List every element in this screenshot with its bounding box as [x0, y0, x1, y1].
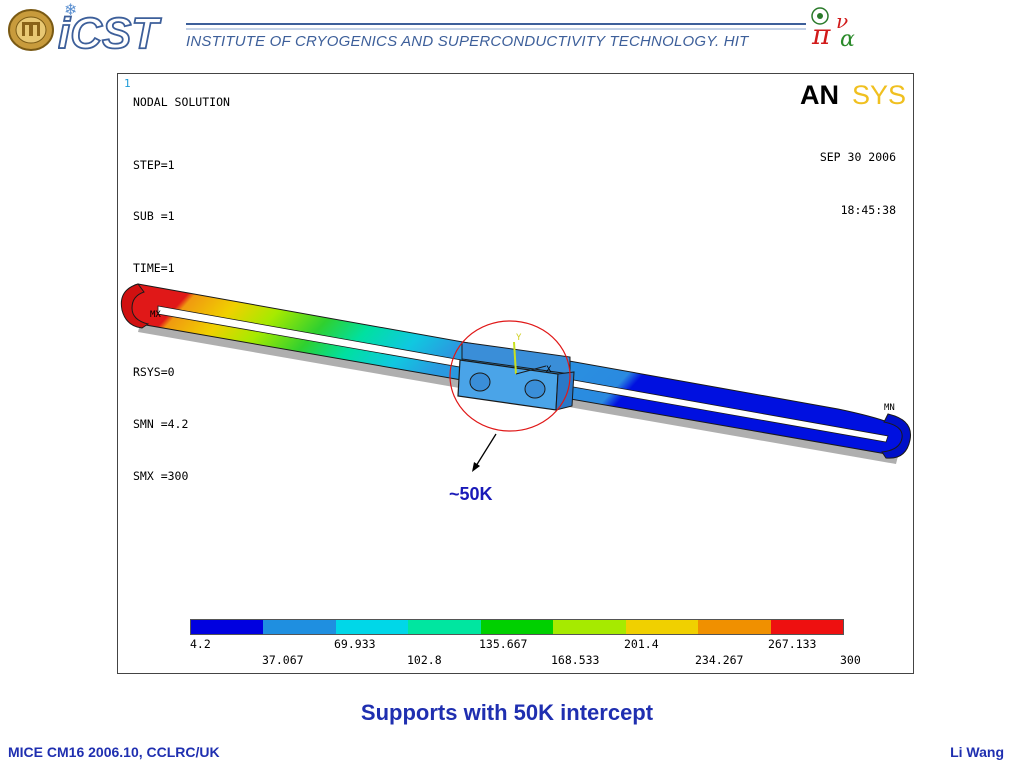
- approx-50k-annotation: ~50K: [449, 484, 493, 504]
- institute-name: INSTITUTE OF CRYOGENICS AND SUPERCONDUCT…: [186, 33, 749, 50]
- temperature-legend-bar: [190, 619, 844, 635]
- param-line: SMX =300: [133, 468, 189, 483]
- svg-text:SYS: SYS: [852, 80, 906, 108]
- legend-label: 168.533: [551, 653, 600, 667]
- plot-time: 18:45:38: [840, 202, 896, 217]
- legend-label: 102.8: [407, 653, 442, 667]
- ansys-logo: AN SYS: [800, 80, 906, 108]
- header-rule: [186, 23, 806, 30]
- param-line: SUB =1: [133, 209, 175, 224]
- param-line: RSYS=0: [133, 365, 175, 380]
- legend-swatch: [263, 620, 336, 634]
- footer-event: MICE CM16 2006.10, CCLRC/UK: [8, 744, 220, 760]
- legend-label: 267.133: [768, 637, 817, 651]
- param-line: TIME=1: [133, 261, 175, 276]
- legend-swatch: [553, 620, 626, 634]
- window-number: 1: [124, 77, 131, 90]
- legend-swatch: [698, 620, 771, 634]
- header-banner: ❄ iCST INSTITUTE OF CRYOGENICS AND SUPER…: [0, 0, 1024, 62]
- snowflake-icon: ❄: [64, 0, 78, 19]
- axis-y-label: Y: [516, 333, 522, 343]
- university-seal-icon: [8, 9, 54, 51]
- legend-swatch: [408, 620, 481, 634]
- plot-date: SEP 30 2006: [819, 150, 896, 164]
- svg-text:ν: ν: [836, 9, 848, 33]
- param-line: STEP=1: [133, 157, 175, 172]
- legend-swatch: [191, 620, 264, 634]
- legend-label: 135.667: [479, 637, 528, 651]
- legend-label: 201.4: [624, 637, 659, 651]
- mx-label: MX: [150, 310, 161, 320]
- temperature-contour-model: Y X MX MN: [120, 283, 912, 472]
- timestamp: SEP 30 2006 18:45:38: [820, 114, 896, 254]
- legend-swatch: [770, 620, 843, 634]
- legend-label: 4.2: [190, 637, 211, 651]
- legend-swatch: [335, 620, 409, 634]
- legend-swatch: [625, 620, 699, 634]
- axis-x-line: [515, 365, 547, 375]
- svg-text:AN: AN: [800, 80, 839, 108]
- pointer-arrow: [475, 433, 497, 467]
- svg-text:π: π: [811, 18, 831, 51]
- legend-label: 300: [840, 653, 861, 667]
- axis-y-line: [513, 341, 517, 375]
- icst-logo: iCST: [58, 8, 162, 52]
- plot-title: NODAL SOLUTION: [133, 95, 230, 109]
- mn-label: MN: [884, 403, 895, 413]
- svg-text:iCST: iCST: [58, 9, 161, 52]
- ansys-plot-figure: 1 NODAL SOLUTION STEP=1 SUB =1 TIME=1 TE…: [117, 73, 914, 674]
- highlight-circle: [449, 320, 571, 432]
- legend-swatch: [480, 620, 554, 634]
- slide-caption: Supports with 50K intercept: [360, 700, 654, 725]
- legend-label: 234.267: [695, 653, 744, 667]
- legend-label: 69.933: [334, 637, 376, 651]
- axis-x-label: X: [546, 365, 552, 375]
- footer-author: Li Wang: [950, 744, 1004, 760]
- param-line: SMN =4.2: [133, 417, 189, 432]
- particle-logo-icon: π ν α: [811, 7, 855, 52]
- svg-text:α: α: [840, 27, 855, 52]
- legend-label: 37.067: [262, 653, 304, 667]
